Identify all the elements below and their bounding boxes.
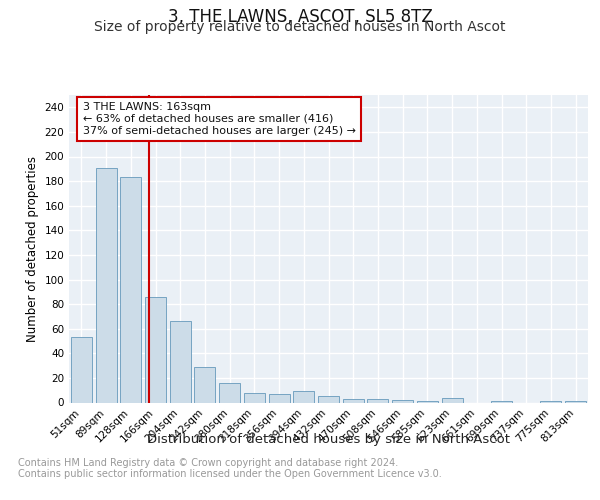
- Bar: [219, 383, 240, 402]
- Bar: [367, 399, 388, 402]
- Bar: [71, 338, 92, 402]
- Bar: [95, 168, 116, 402]
- Y-axis label: Number of detached properties: Number of detached properties: [26, 156, 39, 342]
- Bar: [293, 392, 314, 402]
- Text: Distribution of detached houses by size in North Ascot: Distribution of detached houses by size …: [148, 432, 510, 446]
- Bar: [269, 394, 290, 402]
- Bar: [318, 396, 339, 402]
- Bar: [170, 322, 191, 402]
- Bar: [442, 398, 463, 402]
- Bar: [392, 400, 413, 402]
- Bar: [120, 178, 141, 402]
- Text: 3, THE LAWNS, ASCOT, SL5 8TZ: 3, THE LAWNS, ASCOT, SL5 8TZ: [167, 8, 433, 26]
- Text: Contains HM Land Registry data © Crown copyright and database right 2024.
Contai: Contains HM Land Registry data © Crown c…: [18, 458, 442, 479]
- Bar: [244, 392, 265, 402]
- Bar: [145, 296, 166, 403]
- Text: 3 THE LAWNS: 163sqm
← 63% of detached houses are smaller (416)
37% of semi-detac: 3 THE LAWNS: 163sqm ← 63% of detached ho…: [83, 102, 356, 136]
- Bar: [194, 367, 215, 402]
- Text: Size of property relative to detached houses in North Ascot: Size of property relative to detached ho…: [94, 20, 506, 34]
- Bar: [343, 399, 364, 402]
